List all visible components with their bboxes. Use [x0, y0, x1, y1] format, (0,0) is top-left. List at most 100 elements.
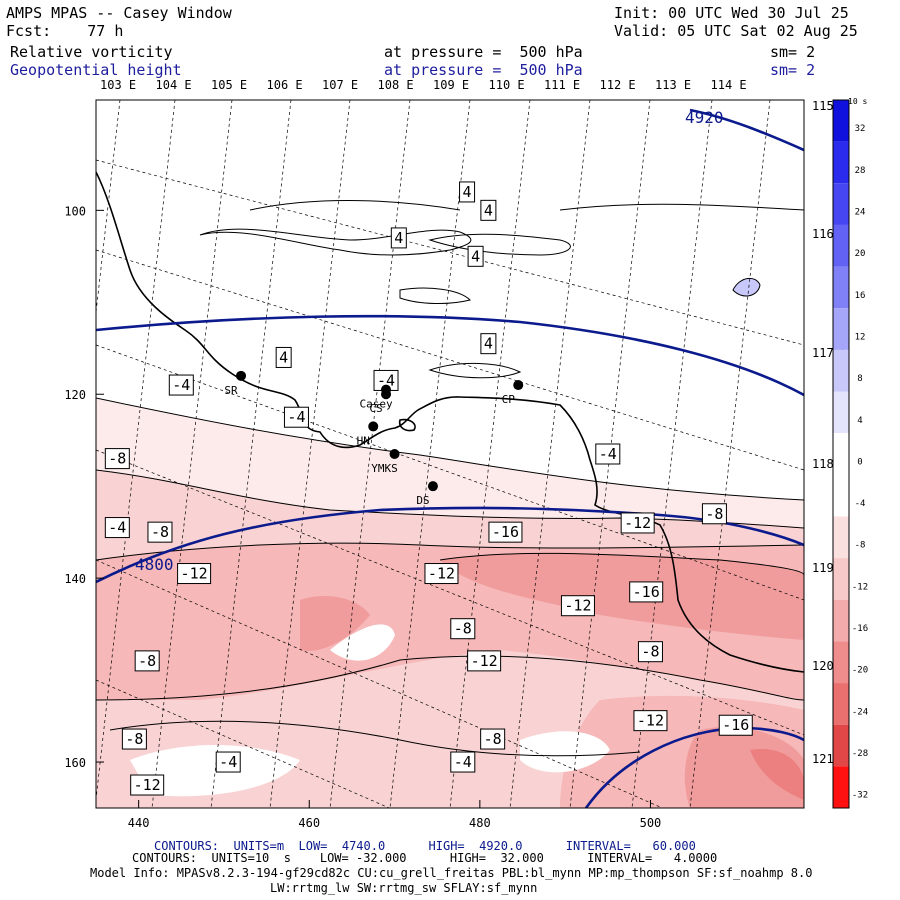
- vort-label-box: [488, 521, 523, 543]
- colorbar-label: 24: [855, 208, 866, 218]
- colorbar-swatch: [833, 724, 849, 767]
- vort-contour-neg4-main: [96, 397, 804, 501]
- vort-label-box: [480, 333, 497, 355]
- station-marker: [513, 380, 524, 391]
- height-label-4920: 4920: [685, 108, 724, 127]
- vort-label: -12: [181, 565, 208, 583]
- latitude-line-1: [96, 159, 804, 346]
- vort-label: -4: [287, 408, 305, 426]
- vort-label: -4: [172, 376, 190, 394]
- vort-label: -4: [108, 519, 126, 537]
- vort-label: -12: [471, 652, 498, 670]
- vort-contour-neg12-main: [96, 542, 804, 561]
- vort-label-box: [215, 751, 241, 773]
- station-label: YMKS: [371, 462, 398, 475]
- longitude-line-6: [329, 100, 411, 808]
- vort-label-box: [424, 563, 459, 585]
- vort-label: -12: [624, 514, 651, 532]
- vort-label-box: [467, 245, 484, 267]
- vort-label-box: [620, 512, 655, 534]
- longitude-line-11: [631, 100, 713, 808]
- vort-label-box: [459, 181, 476, 203]
- vort-shade-neg16-a: [440, 553, 804, 640]
- model-info: Model Info: MPASv8.2.3-194-gf29cd82c CU:…: [90, 866, 813, 880]
- vort-label: -4: [377, 371, 395, 389]
- x-tick-label: 460: [298, 816, 320, 830]
- vort-contour-pos4-f: [559, 203, 804, 211]
- vort-label: 4: [484, 201, 493, 219]
- vort-label: -16: [633, 583, 660, 601]
- field1-name: Relative vorticity: [10, 43, 173, 61]
- longitude-label: 114 E: [711, 78, 747, 92]
- vort-label-box: [177, 563, 212, 585]
- colorbar: 32 28 24 20 16 12 8 4 0 -4 -8 -12 -16 -20 -24 -28 -32: [832, 99, 868, 809]
- vort-label-box: [560, 595, 595, 617]
- longitude-line-8: [449, 100, 531, 808]
- latitude-line-4: [96, 449, 804, 736]
- vort-white-hole-a: [330, 624, 395, 661]
- x-axis: 440 460 480 500: [128, 800, 661, 830]
- x-tick-label: 500: [640, 816, 662, 830]
- colorbar-label: 12: [855, 332, 866, 342]
- field1-level: at pressure = 500 hPa: [384, 43, 583, 61]
- vort-label: -12: [564, 597, 591, 615]
- y-axis: 100 120 140 160: [64, 204, 104, 770]
- colorbar-swatch: [833, 683, 849, 725]
- vort-label-box: [480, 728, 506, 750]
- vort-label-box: [480, 199, 497, 221]
- valid-time: Valid: 05 UTC Sat 02 Aug 25: [614, 22, 858, 40]
- colorbar-frame: [832, 99, 850, 809]
- longitude-label: 113 E: [655, 78, 691, 92]
- coastline-path: [96, 171, 804, 673]
- vort-pos-patch: [732, 277, 761, 297]
- vort-shade-neg16-c: [684, 726, 804, 808]
- vort-label-box: [130, 774, 165, 796]
- longitude-labels: 103 E 104 E 105 E 106 E 107 E 108 E 109 E 110 E…: [100, 78, 747, 92]
- vort-label-box: [595, 443, 621, 465]
- vort-label: -8: [484, 730, 502, 748]
- vort-label-box: [637, 641, 663, 663]
- longitude-line-3: [151, 100, 233, 808]
- x-tick-label: 480: [469, 816, 491, 830]
- vort-label: -12: [428, 565, 455, 583]
- station-marker: [389, 449, 400, 459]
- vort-label-box: [450, 618, 476, 640]
- longitude-line-12: [689, 100, 771, 808]
- longitude-line-7: [389, 100, 471, 808]
- vort-label: 4: [484, 335, 493, 353]
- x-tick-label: 440: [128, 816, 150, 830]
- colorbar-swatch: [833, 474, 849, 517]
- colorbar-label: -16: [852, 624, 868, 634]
- station-label: HN: [357, 434, 370, 447]
- vort-contour-pos4-c: [399, 287, 471, 305]
- longitude-label: 108 E: [378, 78, 414, 92]
- colorbar-label: -20: [852, 666, 868, 676]
- vort-white-hole-c: [520, 731, 610, 773]
- height-contour-4920-a: [689, 108, 804, 152]
- height-contour-4920-b: [96, 314, 804, 397]
- colorbar-label: -12: [852, 582, 868, 592]
- model-info-2: LW:rrtmg_lw SW:rrtmg_sw SFLAY:sf_mynn: [270, 881, 538, 895]
- vort-label-box: [168, 374, 194, 396]
- field2-level: at pressure = 500 hPa: [384, 61, 583, 79]
- contours-vorticity: CONTOURS: UNITS=10 s LOW= -32.000 HIGH= …: [132, 851, 718, 865]
- colorbar-swatch: [833, 100, 849, 142]
- longitude-label: 110 E: [489, 78, 525, 92]
- colorbar-swatch: [833, 349, 849, 392]
- latitude-line-6: [96, 679, 391, 808]
- longitude-label: 112 E: [600, 78, 636, 92]
- station-marker: [368, 421, 379, 432]
- colorbar-swatch: [833, 641, 849, 684]
- chart-title: AMPS MPAS -- Casey Window: [6, 4, 232, 22]
- colorbar-units: 10 s: [848, 97, 867, 106]
- longitude-label: 106 E: [267, 78, 303, 92]
- colorbar-label: 4: [857, 416, 862, 426]
- colorbar-label: 28: [855, 166, 866, 176]
- station-label: DS: [416, 494, 429, 507]
- y-tick-label: 100: [64, 204, 86, 218]
- colorbar-label: 20: [855, 249, 866, 259]
- vort-label-box: [633, 710, 668, 732]
- longitude-label: 107 E: [322, 78, 358, 92]
- vort-label-box: [467, 650, 502, 672]
